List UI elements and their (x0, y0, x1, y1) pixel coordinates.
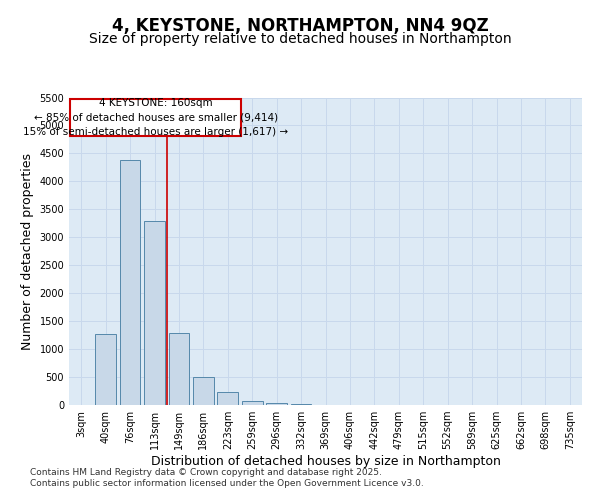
Text: 4 KEYSTONE: 160sqm
← 85% of detached houses are smaller (9,414)
15% of semi-deta: 4 KEYSTONE: 160sqm ← 85% of detached hou… (23, 98, 288, 137)
Text: Contains HM Land Registry data © Crown copyright and database right 2025.
Contai: Contains HM Land Registry data © Crown c… (30, 468, 424, 487)
Bar (95, 334, 116, 405)
Bar (290, 404, 311, 405)
Bar (242, 400, 263, 405)
Bar (193, 377, 214, 405)
Y-axis label: Number of detached properties: Number of detached properties (21, 153, 34, 350)
Bar (217, 392, 238, 405)
Bar (266, 404, 287, 405)
Text: 4, KEYSTONE, NORTHAMPTON, NN4 9QZ: 4, KEYSTONE, NORTHAMPTON, NN4 9QZ (112, 18, 488, 36)
Bar (144, 220, 165, 405)
Bar (119, 160, 140, 405)
Text: Size of property relative to detached houses in Northampton: Size of property relative to detached ho… (89, 32, 511, 46)
Bar (70, 99, 241, 136)
Bar (169, 334, 190, 405)
X-axis label: Distribution of detached houses by size in Northampton: Distribution of detached houses by size … (151, 455, 500, 468)
